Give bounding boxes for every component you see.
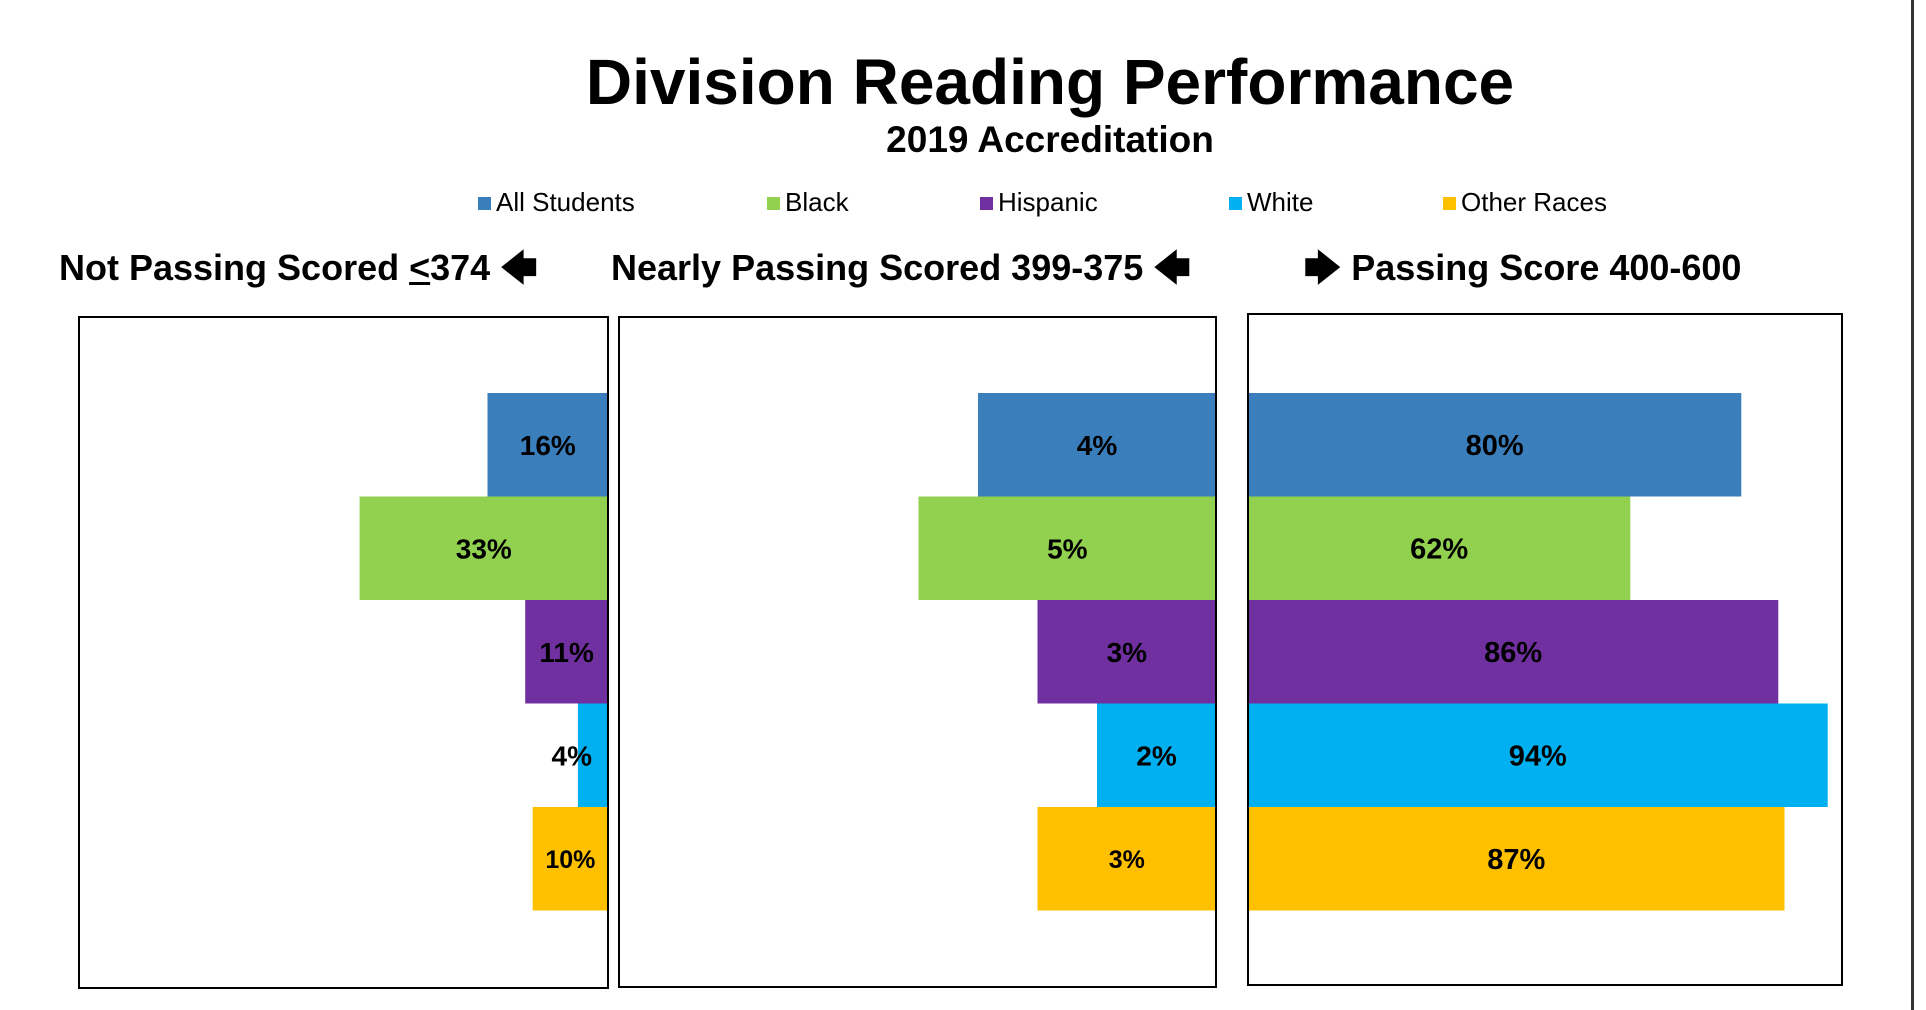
arrow-left-icon: 🡄	[500, 247, 538, 288]
panel-heading-passing: 🡆 Passing Score 400-600	[1304, 246, 1741, 290]
chart-title: Division Reading Performance	[585, 46, 1515, 118]
legend-item-black: Black	[767, 187, 849, 217]
data-label: 62%	[1410, 534, 1468, 566]
arrow-right-icon: 🡆	[1304, 247, 1342, 288]
legend-swatch	[767, 197, 780, 210]
bar-white	[1097, 703, 1216, 807]
window-border	[1911, 0, 1914, 1010]
heading-text: Not Passing Scored	[59, 247, 410, 288]
data-label: 16%	[520, 430, 576, 461]
panel-0: 16% 33% 11% 4% 10%	[78, 316, 609, 989]
arrow-left-icon: 🡄	[1153, 247, 1191, 288]
panel-frame	[78, 316, 609, 989]
legend-item-all-students: All Students	[478, 187, 635, 217]
data-label: 3%	[1109, 846, 1145, 874]
bar-black	[1248, 496, 1631, 600]
bar-hispanic	[1037, 600, 1216, 704]
bar-white	[1248, 703, 1828, 807]
panel-frame	[618, 316, 1217, 988]
legend-swatch	[980, 197, 993, 210]
data-label: 94%	[1509, 741, 1567, 773]
bar-all-students	[978, 393, 1216, 497]
data-label: 80%	[1466, 430, 1524, 462]
data-label: 4%	[1077, 430, 1118, 461]
legend-item-white: White	[1229, 187, 1313, 217]
panel-heading-nearly-passing: Nearly Passing Scored 399-375 🡄	[611, 246, 1191, 290]
data-label: 4%	[552, 740, 593, 771]
data-label: 2%	[1136, 740, 1177, 771]
bar-hispanic	[1248, 600, 1779, 704]
legend-label: Black	[785, 187, 849, 217]
legend-label: White	[1247, 187, 1314, 217]
data-label: 87%	[1487, 844, 1545, 876]
legend-label: Hispanic	[998, 187, 1098, 217]
data-label: 11%	[539, 637, 594, 668]
panel-2: 80% 62% 86% 94% 87%	[1247, 313, 1843, 986]
panel-1: 4% 5% 3% 2% 3%	[618, 316, 1217, 988]
window-edge	[1911, 0, 1926, 1010]
panel-frame	[1247, 313, 1843, 986]
legend-label: All Students	[496, 187, 635, 217]
data-label: 10%	[545, 846, 595, 874]
data-label: 3%	[1107, 637, 1148, 668]
bar-all-students	[1248, 393, 1742, 497]
data-label: 86%	[1484, 637, 1542, 669]
bar-white	[577, 703, 608, 807]
bar-black	[918, 496, 1216, 600]
legend-item-hispanic: Hispanic	[980, 187, 1098, 217]
legend-label: Other Races	[1461, 187, 1607, 217]
data-label: 33%	[456, 533, 512, 564]
legend-item-other-races: Other Races	[1443, 187, 1607, 217]
heading-text-end: 374	[430, 247, 491, 288]
legend-swatch	[1229, 197, 1242, 210]
heading-underlined-symbol: <	[409, 247, 431, 288]
bar-other-races	[1037, 807, 1216, 911]
chart-subtitle: 2019 Accreditation	[886, 119, 1214, 160]
heading-text: Passing Score 400-600	[1351, 247, 1742, 288]
bar-all-students	[487, 393, 608, 497]
data-label: 5%	[1047, 533, 1088, 564]
bar-other-races	[532, 807, 608, 911]
legend-swatch	[478, 197, 491, 210]
legend-swatch	[1443, 197, 1456, 210]
heading-text: Nearly Passing Scored 399-375	[611, 247, 1144, 288]
panel-heading-not-passing: Not Passing Scored <374 🡄	[59, 246, 537, 290]
bar-other-races	[1248, 807, 1785, 911]
bar-hispanic	[525, 600, 608, 704]
bar-black	[359, 496, 608, 600]
